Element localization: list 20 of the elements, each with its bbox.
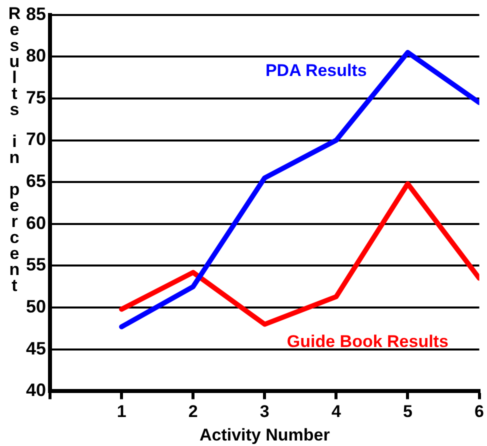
y-tick-label: 55 <box>26 254 46 275</box>
series-label: PDA Results <box>265 60 367 80</box>
x-tick-label: 1 <box>116 402 126 422</box>
x-tick-label: 2 <box>188 402 198 422</box>
y-tick-label: 75 <box>26 87 46 108</box>
y-tick-label: 60 <box>26 212 46 233</box>
x-tick-label: 4 <box>331 402 342 422</box>
y-tick-label: 40 <box>26 380 46 400</box>
y-axis-title: Results in percent <box>5 4 24 292</box>
y-tick-label: 45 <box>26 338 46 358</box>
x-tick-label: 6 <box>474 402 484 422</box>
x-tick-label: 5 <box>402 402 412 422</box>
y-tick-label: 70 <box>26 129 46 150</box>
x-tick-label: 3 <box>260 402 270 422</box>
y-tick-label: 85 <box>26 4 46 24</box>
x-axis-title: Activity Number <box>199 425 330 444</box>
y-tick-label: 65 <box>26 171 46 192</box>
y-tick-label: 50 <box>26 296 46 317</box>
series-label: Guide Book Results <box>286 332 448 351</box>
y-tick-label: 80 <box>26 46 46 66</box>
